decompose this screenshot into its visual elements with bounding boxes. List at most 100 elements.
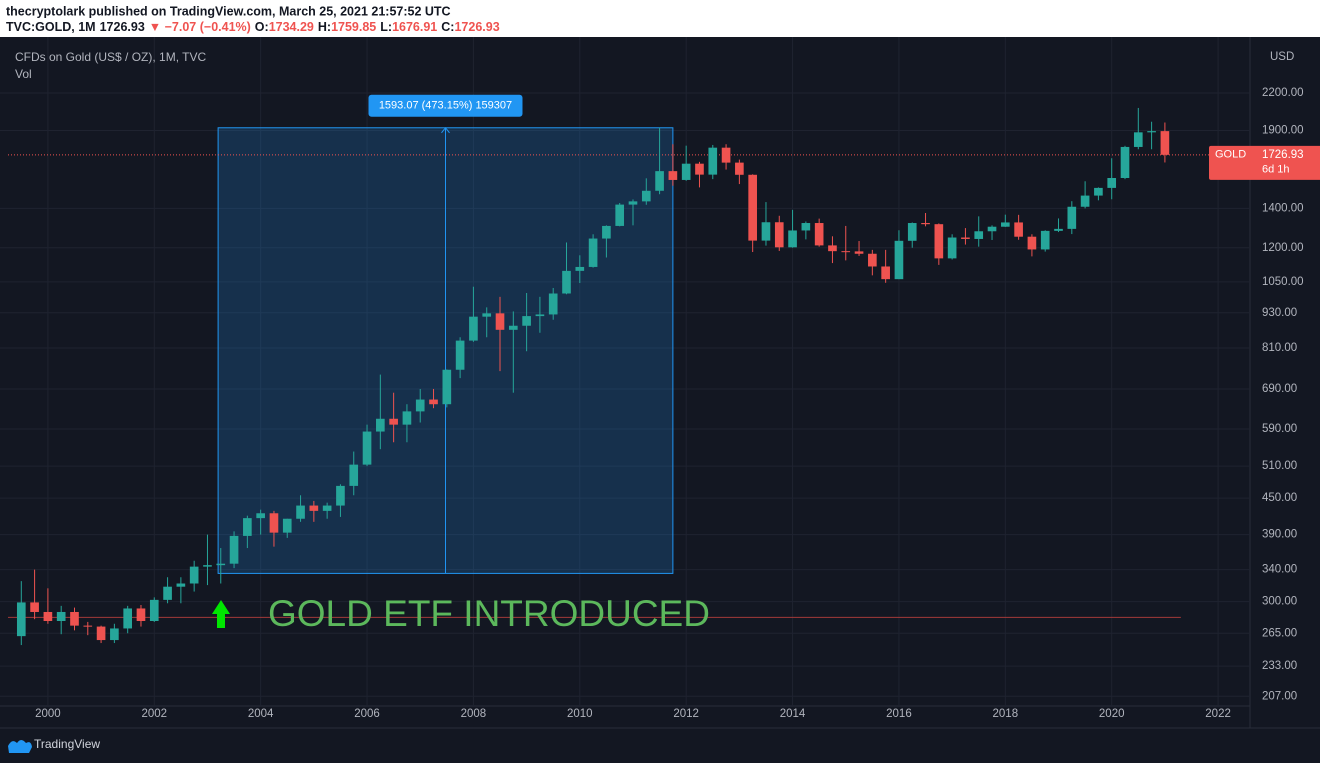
y-tick-label: 450.00	[1262, 492, 1297, 504]
x-tick-label: 2008	[461, 708, 487, 720]
candle-body	[43, 611, 53, 622]
candle-body	[296, 505, 305, 519]
candle-body	[362, 431, 372, 465]
candle-body	[1014, 222, 1023, 237]
candle-body	[615, 204, 625, 226]
candle-body	[1094, 187, 1103, 196]
candle-body	[961, 237, 970, 239]
candle-body	[309, 505, 319, 511]
price-label-countdown: 6d 1h	[1262, 164, 1290, 176]
candle-body	[602, 225, 611, 239]
brand-logo	[8, 740, 32, 753]
x-tick-label: 2002	[141, 708, 167, 720]
candle-body	[987, 226, 997, 232]
candle-body	[1054, 228, 1063, 231]
candle-body	[1080, 195, 1090, 207]
candle-body	[1133, 132, 1143, 147]
y-tick-label: 690.00	[1262, 383, 1297, 395]
candle-body	[30, 602, 39, 612]
candle-body	[708, 147, 718, 175]
y-tick-label: 590.00	[1262, 423, 1297, 435]
candle-body	[735, 162, 744, 175]
candle-body	[628, 201, 638, 205]
header-bg	[0, 0, 1320, 37]
y-tick-label: 340.00	[1262, 564, 1297, 576]
price-label-symbol: GOLD	[1215, 149, 1246, 161]
y-tick-label: 2200.00	[1262, 87, 1304, 99]
header-segment: 1726.93	[100, 20, 145, 34]
legend-vol: Vol	[15, 67, 32, 81]
candle-body	[788, 230, 797, 248]
y-tick-label: 1050.00	[1262, 276, 1304, 288]
candle-body	[376, 418, 385, 432]
candle-body	[881, 266, 890, 280]
candle-body	[907, 223, 917, 241]
candle-body	[282, 518, 292, 533]
legend-title: CFDs on Gold (US$ / OZ), 1M, TVC	[15, 50, 206, 64]
candle-body	[921, 223, 930, 225]
header-segment: O:	[255, 20, 269, 34]
candle-body	[349, 464, 359, 486]
candle-body	[389, 418, 398, 425]
candle-body	[495, 313, 505, 330]
candle-body	[176, 583, 186, 587]
candle-body	[841, 251, 851, 253]
candle-body	[16, 602, 26, 637]
publish-info: thecryptolark published on TradingView.c…	[6, 4, 451, 18]
header-segment: H:	[318, 20, 331, 34]
candle-body	[854, 251, 864, 254]
candle-body	[455, 340, 465, 370]
header-segment: C:	[441, 20, 454, 34]
header-segment: L:	[380, 20, 392, 34]
candle-body	[695, 163, 704, 175]
candle-body	[123, 608, 133, 629]
x-tick-label: 2014	[780, 708, 806, 720]
candle-body	[562, 270, 571, 294]
candle-body	[1040, 230, 1050, 250]
candle-body	[189, 566, 199, 584]
candle-body	[575, 266, 585, 271]
measure-label-bg	[368, 94, 523, 117]
candle-body	[229, 535, 239, 564]
x-tick-label: 2016	[886, 708, 912, 720]
candle-body	[721, 147, 731, 163]
header-segment: 1734.29	[269, 20, 314, 34]
measure-label: 1593.07 (473.15%) 159307	[379, 100, 512, 112]
x-tick-label: 2020	[1099, 708, 1125, 720]
candle-body	[70, 611, 79, 626]
y-unit: USD	[1270, 51, 1294, 63]
candle-body	[136, 608, 146, 622]
y-tick-label: 300.00	[1262, 596, 1297, 608]
candle-body	[774, 222, 784, 248]
x-tick-label: 2006	[354, 708, 380, 720]
candle-body	[469, 316, 478, 341]
candle-body	[429, 399, 438, 405]
y-tick-label: 1200.00	[1262, 242, 1304, 254]
y-tick-label: 207.00	[1262, 690, 1297, 702]
candle-body	[336, 485, 345, 506]
candle-body	[681, 163, 691, 180]
candle-body	[655, 171, 664, 191]
price-label-bg	[1209, 145, 1320, 180]
candle-body	[1067, 206, 1077, 229]
candle-body	[1120, 146, 1130, 179]
header-segment: 1676.91	[392, 20, 437, 34]
x-tick-label: 2010	[567, 708, 593, 720]
x-tick-label: 2018	[993, 708, 1019, 720]
candle-body	[110, 628, 119, 641]
candle-body	[814, 223, 824, 246]
x-tick-label: 2000	[35, 708, 61, 720]
candle-body	[894, 240, 904, 280]
candle-body	[83, 625, 93, 627]
price-label-value: 1726.93	[1262, 149, 1304, 161]
candle-body	[216, 563, 226, 566]
y-tick-label: 510.00	[1262, 460, 1297, 472]
candle-body	[1107, 178, 1117, 188]
y-tick-label: 390.00	[1262, 529, 1297, 541]
measure-arrow	[441, 126, 450, 134]
candle-body	[96, 626, 106, 641]
candle-body	[482, 313, 492, 317]
x-tick-label: 2004	[248, 708, 274, 720]
candle-body	[1160, 131, 1170, 155]
